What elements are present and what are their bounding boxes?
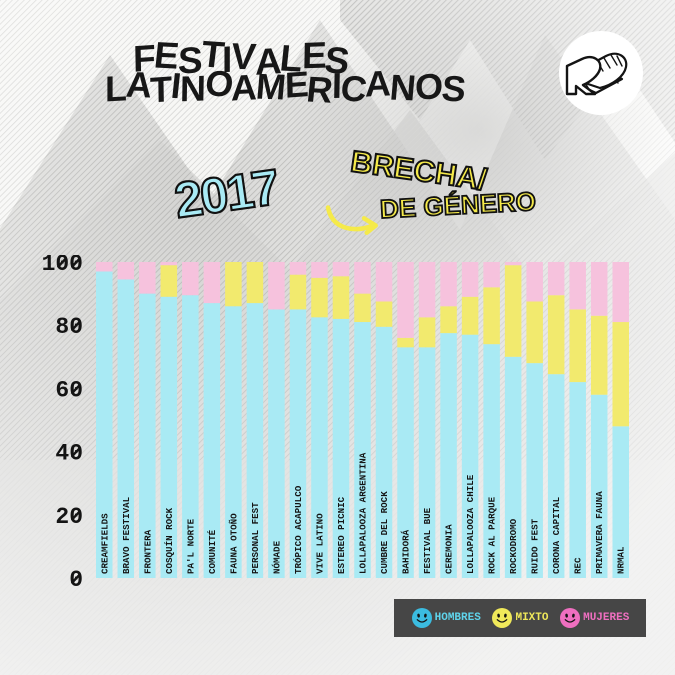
svg-text:40: 40 [55,441,83,467]
svg-text:COMUNITÉ: COMUNITÉ [207,529,218,574]
svg-text:COSQUÍN ROCK: COSQUÍN ROCK [164,507,175,574]
svg-text:VIVE LATINO: VIVE LATINO [314,513,325,574]
svg-text:CREAMFIELDS: CREAMFIELDS [99,513,110,574]
svg-text:LOLLAPALOOZA CHILE: LOLLAPALOOZA CHILE [465,474,476,574]
svg-text:NRMAL: NRMAL [616,546,627,574]
svg-text:ESTEREO PICNIC: ESTEREO PICNIC [336,496,347,574]
svg-text:FAUNA OTOÑO: FAUNA OTOÑO [228,513,239,574]
svg-text:CUMBRE DEL ROCK: CUMBRE DEL ROCK [379,491,390,574]
svg-text:FRONTERA: FRONTERA [142,529,153,574]
svg-text:20: 20 [55,504,83,530]
svg-text:TRÓPICO ACAPULCO: TRÓPICO ACAPULCO [293,485,304,574]
svg-text:ROCK AL PARQUE: ROCK AL PARQUE [487,496,498,574]
svg-text:NÓMADE: NÓMADE [271,540,282,574]
svg-text:LOLLAPALOOZA ARGENTINA: LOLLAPALOOZA ARGENTINA [358,452,369,574]
svg-text:FESTIVAL BUE: FESTIVAL BUE [422,507,433,574]
svg-text:ROCKODROMO: ROCKODROMO [508,518,519,574]
svg-text:CEREMONIA: CEREMONIA [444,524,455,574]
svg-text:BRAVO FESTIVAL: BRAVO FESTIVAL [121,496,132,574]
svg-text:60: 60 [55,377,83,403]
svg-text:80: 80 [55,314,83,340]
svg-text:RUIDO FEST: RUIDO FEST [530,518,541,574]
svg-text:PRIMAVERA FAUNA: PRIMAVERA FAUNA [594,491,605,574]
svg-text:PA'L NORTE: PA'L NORTE [185,518,196,574]
svg-text:PERSONAL FEST: PERSONAL FEST [250,502,261,574]
svg-text:BAHIDORÁ: BAHIDORÁ [401,529,412,574]
svg-text:REC: REC [573,557,584,574]
svg-text:CORONA CAPITAL: CORONA CAPITAL [551,496,562,574]
svg-text:100: 100 [42,255,83,277]
